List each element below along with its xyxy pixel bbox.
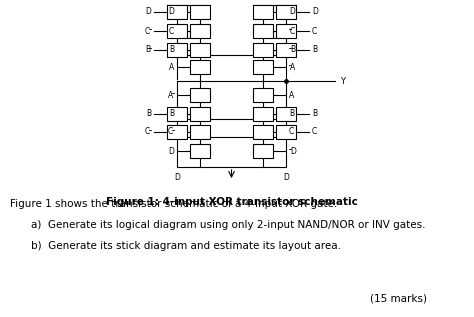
Text: A: A bbox=[169, 62, 174, 72]
Text: C: C bbox=[145, 127, 150, 137]
Text: D: D bbox=[174, 172, 180, 182]
Bar bbox=[253, 60, 273, 74]
Bar bbox=[253, 144, 273, 158]
Bar bbox=[276, 5, 296, 19]
Bar bbox=[253, 88, 273, 102]
Text: C: C bbox=[168, 127, 173, 137]
Bar bbox=[167, 24, 187, 38]
Bar bbox=[167, 43, 187, 57]
Bar bbox=[167, 125, 187, 139]
Bar bbox=[190, 60, 210, 74]
Bar bbox=[190, 107, 210, 121]
Text: B: B bbox=[290, 46, 295, 55]
Bar bbox=[253, 43, 273, 57]
Text: Y: Y bbox=[340, 76, 345, 86]
Bar bbox=[276, 43, 296, 57]
Text: b)  Generate its stick diagram and estimate its layout area.: b) Generate its stick diagram and estima… bbox=[31, 241, 341, 251]
Bar bbox=[190, 88, 210, 102]
Bar bbox=[253, 125, 273, 139]
Text: B: B bbox=[289, 109, 294, 119]
Text: D: D bbox=[312, 8, 318, 16]
Text: C: C bbox=[290, 27, 295, 36]
Bar bbox=[253, 107, 273, 121]
Text: D: D bbox=[290, 146, 296, 156]
Text: D: D bbox=[168, 146, 174, 156]
Text: C: C bbox=[289, 127, 294, 137]
Bar bbox=[190, 125, 210, 139]
Text: A: A bbox=[289, 90, 294, 100]
Bar bbox=[253, 5, 273, 19]
Bar bbox=[276, 125, 296, 139]
Text: C: C bbox=[145, 27, 150, 36]
Text: Figure 1 shows the transistor schematic of a 4-input XOR gate.: Figure 1 shows the transistor schematic … bbox=[10, 199, 337, 210]
Text: a)  Generate its logical diagram using only 2-input NAND/NOR or INV gates.: a) Generate its logical diagram using on… bbox=[31, 220, 425, 230]
Bar bbox=[190, 144, 210, 158]
Text: C: C bbox=[312, 27, 317, 36]
Bar bbox=[190, 24, 210, 38]
Text: D: D bbox=[283, 172, 289, 182]
Bar bbox=[190, 43, 210, 57]
Bar bbox=[253, 24, 273, 38]
Bar bbox=[167, 107, 187, 121]
Bar bbox=[190, 5, 210, 19]
Text: B: B bbox=[146, 109, 151, 119]
Text: B: B bbox=[145, 46, 150, 55]
Text: (15 marks): (15 marks) bbox=[370, 294, 427, 304]
Bar bbox=[276, 24, 296, 38]
Bar bbox=[167, 5, 187, 19]
Text: D: D bbox=[289, 8, 295, 16]
Text: C: C bbox=[169, 27, 174, 36]
Text: C: C bbox=[312, 127, 317, 137]
Text: B: B bbox=[312, 109, 317, 119]
Bar bbox=[276, 107, 296, 121]
Text: B: B bbox=[169, 109, 174, 119]
Text: A: A bbox=[290, 62, 295, 72]
Text: B: B bbox=[169, 46, 174, 55]
Text: A: A bbox=[168, 90, 173, 100]
Text: B: B bbox=[312, 46, 317, 55]
Text: D: D bbox=[145, 8, 151, 16]
Text: D: D bbox=[168, 8, 174, 16]
Text: Figure 1: 4-input XOR transistor schematic: Figure 1: 4-input XOR transistor schemat… bbox=[106, 197, 358, 207]
